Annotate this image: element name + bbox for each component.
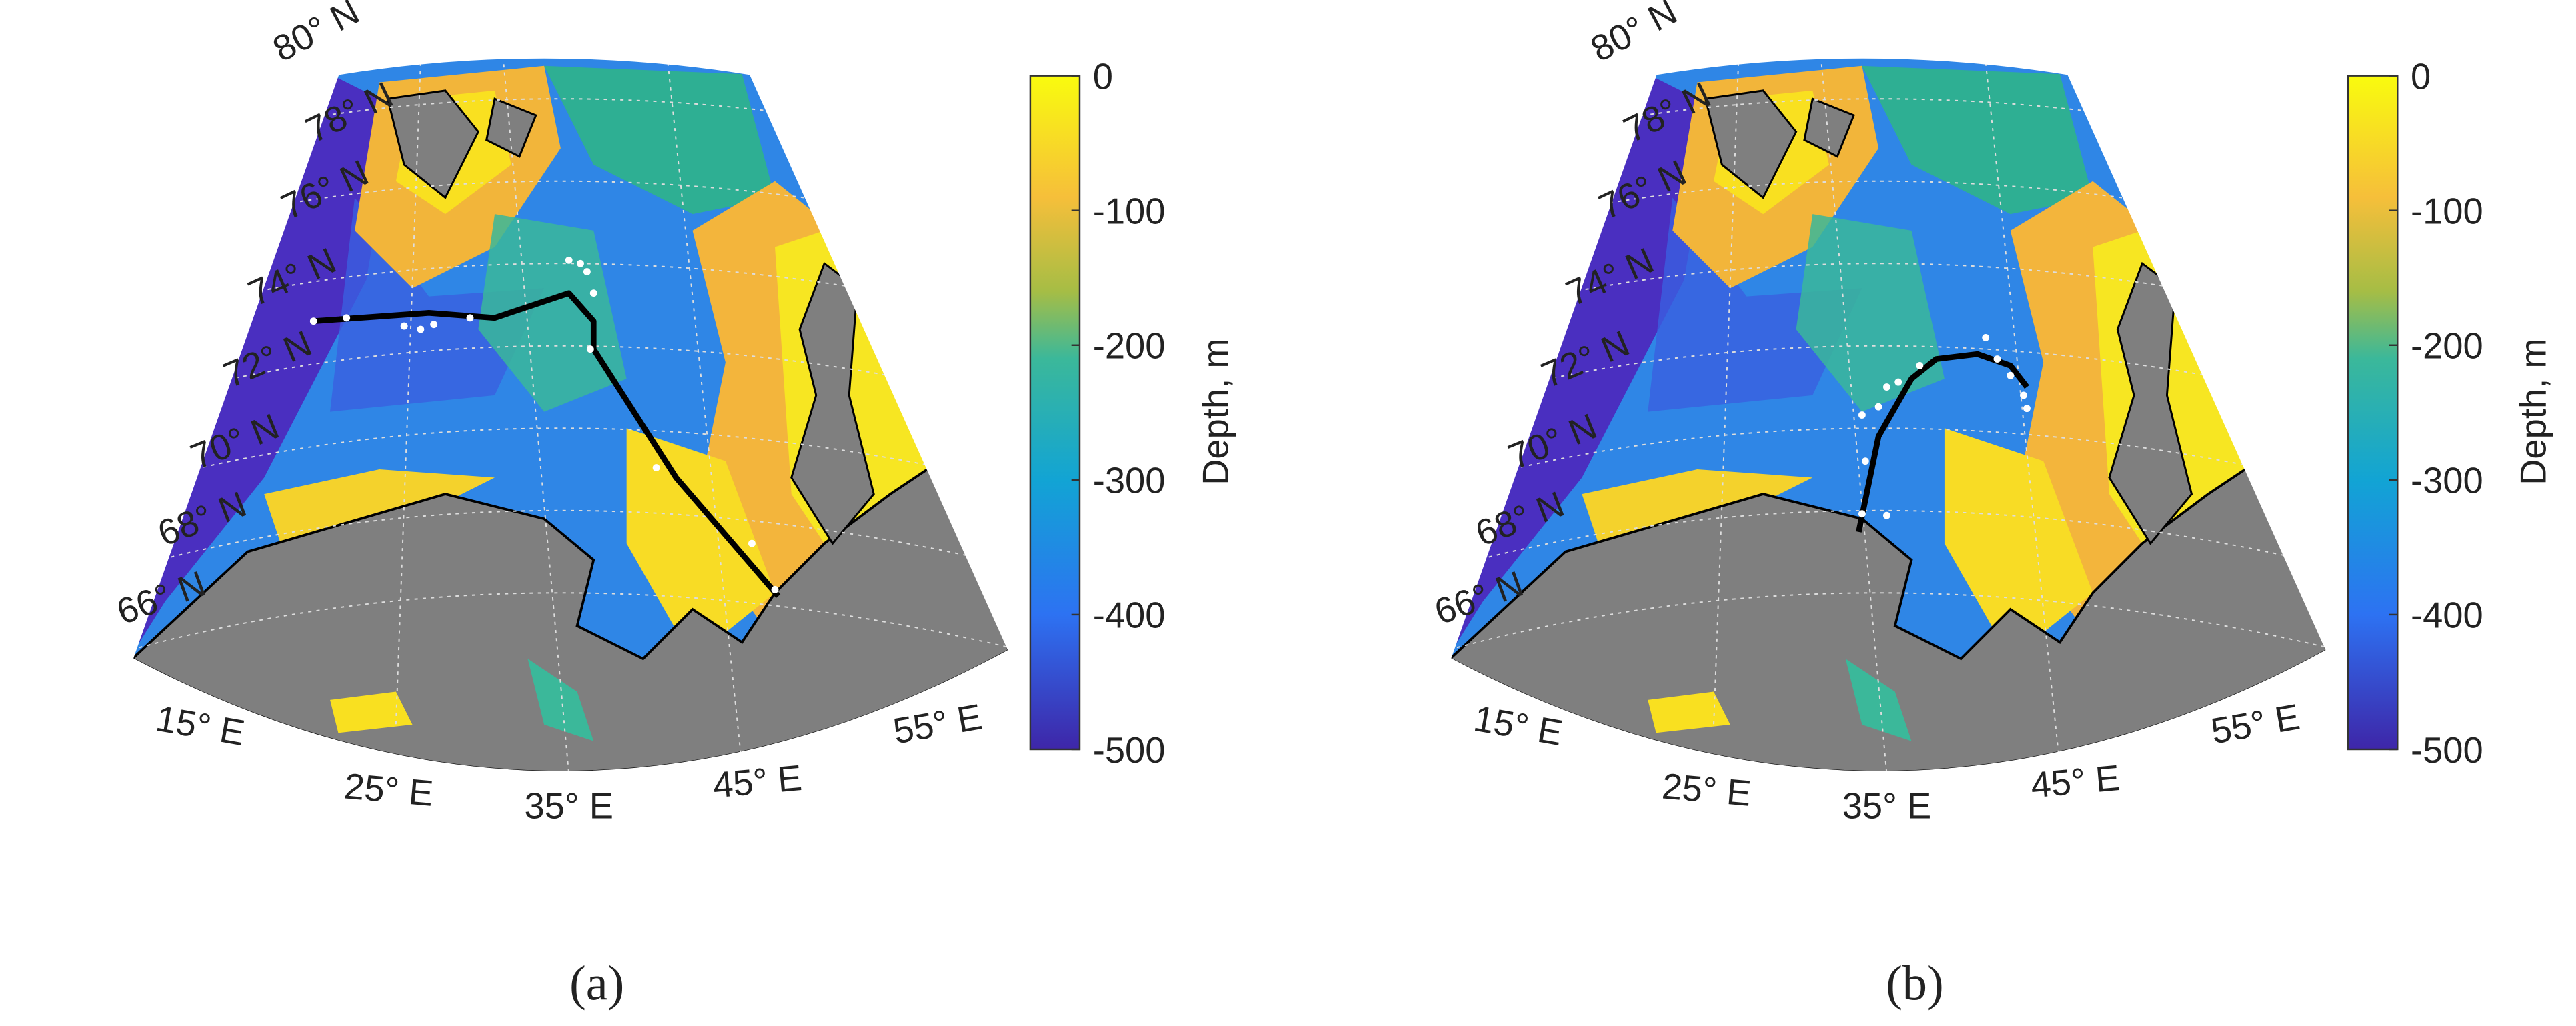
- station: [565, 256, 573, 264]
- colorbar-tick-label: -400: [1093, 595, 1166, 636]
- lat-label: 80° N: [1584, 0, 1684, 69]
- station: [583, 268, 591, 276]
- graticule: [395, 62, 421, 725]
- lat-label: 80° N: [266, 0, 365, 69]
- station: [1883, 383, 1890, 391]
- graticule: [667, 62, 743, 766]
- lon-label: 35° E: [1842, 786, 1932, 827]
- map-panel: 80° N78° N76° N74° N72° N70° N68° N66° N…: [111, 0, 1236, 1011]
- caption: (b): [1886, 956, 1943, 1011]
- station: [2023, 405, 2031, 413]
- station: [1858, 510, 1866, 518]
- lon-label: 45° E: [2029, 757, 2121, 805]
- map-border: [1449, 57, 2328, 773]
- station: [1883, 511, 1890, 519]
- station: [1982, 333, 1990, 341]
- station: [1858, 411, 1866, 419]
- map-panel: 80° N78° N76° N74° N72° N70° N68° N66° N…: [1429, 0, 2554, 1011]
- colorbar-tick-label: -300: [1093, 461, 1166, 501]
- map-border: [131, 57, 1010, 773]
- station: [430, 321, 438, 329]
- station: [2020, 391, 2027, 399]
- station: [589, 289, 597, 297]
- station: [309, 317, 317, 325]
- colorbar: [1029, 75, 1081, 751]
- station: [1993, 355, 2001, 363]
- colorbar-tick-label: -100: [2411, 191, 2483, 231]
- lon-label: 55° E: [890, 696, 985, 751]
- graticule: [1985, 62, 2061, 766]
- graticule: [1713, 62, 1740, 725]
- colorbar-tick-label: -400: [2411, 595, 2483, 636]
- station: [577, 259, 584, 267]
- station: [343, 314, 351, 322]
- station: [466, 314, 474, 322]
- station: [417, 325, 425, 333]
- colorbar-tick-label: 0: [2411, 56, 2431, 97]
- caption: (a): [569, 956, 624, 1011]
- station: [1861, 457, 1869, 465]
- colorbar-tick-label: -200: [2411, 326, 2483, 367]
- lon-label: 45° E: [712, 757, 804, 805]
- colorbar-tick-label: -200: [1093, 326, 1166, 367]
- colorbar: [2347, 75, 2399, 751]
- map-area: [1450, 57, 2327, 773]
- track: [1856, 351, 2029, 533]
- station: [1894, 378, 1902, 386]
- lon-label: 35° E: [524, 786, 613, 827]
- lon-label: 55° E: [2208, 696, 2303, 751]
- station: [748, 539, 756, 547]
- colorbar-tick-label: -500: [2411, 730, 2483, 771]
- station: [2007, 371, 2015, 379]
- station: [400, 322, 408, 330]
- track: [313, 290, 781, 599]
- station: [771, 585, 779, 593]
- station: [1916, 361, 1924, 369]
- station: [586, 345, 594, 353]
- colorbar-label: Depth, m: [1195, 338, 1236, 485]
- lon-label: 25° E: [343, 765, 435, 813]
- colorbar-tick-label: 0: [1093, 56, 1113, 97]
- colorbar-label: Depth, m: [2513, 338, 2554, 485]
- map-area: [132, 57, 1009, 773]
- lon-label: 25° E: [1660, 765, 1752, 813]
- station: [652, 464, 660, 472]
- colorbar-tick-label: -300: [2411, 461, 2483, 501]
- colorbar-tick-label: -500: [1093, 730, 1166, 771]
- colorbar-tick-label: -100: [1093, 191, 1166, 231]
- station: [1874, 403, 1882, 411]
